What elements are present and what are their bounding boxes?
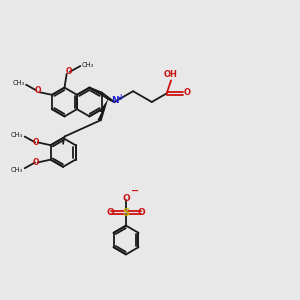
Text: O: O (66, 67, 72, 76)
Text: O: O (33, 158, 39, 167)
Text: O: O (138, 208, 146, 217)
Text: CH₃: CH₃ (13, 80, 25, 86)
Text: O: O (34, 86, 41, 95)
Polygon shape (98, 99, 108, 122)
Text: O: O (106, 208, 114, 217)
Text: CH₃: CH₃ (11, 167, 23, 173)
Text: S: S (122, 208, 130, 218)
Text: OH: OH (164, 70, 177, 79)
Text: O: O (122, 194, 130, 203)
Text: O: O (33, 138, 39, 147)
Text: −: − (130, 186, 139, 196)
Text: +: + (117, 93, 124, 102)
Text: CH₃: CH₃ (82, 61, 94, 68)
Text: CH₃: CH₃ (11, 132, 23, 138)
Text: O: O (184, 88, 190, 97)
Polygon shape (99, 99, 108, 113)
Text: N: N (111, 96, 119, 105)
